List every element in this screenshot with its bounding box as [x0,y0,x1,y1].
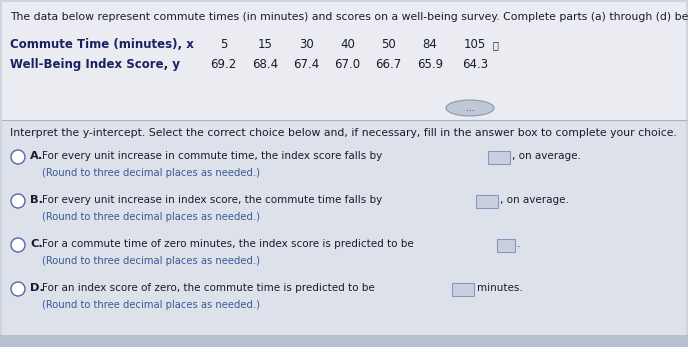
Text: 66.7: 66.7 [376,58,402,71]
Text: 67.0: 67.0 [334,58,361,71]
Text: (Round to three decimal places as needed.): (Round to three decimal places as needed… [42,300,260,310]
Text: ...: ... [466,103,474,112]
Text: 50: 50 [381,38,396,51]
Text: 5: 5 [220,38,227,51]
Circle shape [11,282,25,296]
Text: 105: 105 [464,38,486,51]
Text: C.: C. [30,239,43,249]
Bar [488,151,510,164]
Text: .: . [517,239,520,249]
Circle shape [11,238,25,252]
Text: For every unit increase in index score, the commute time falls by: For every unit increase in index score, … [42,195,383,205]
Text: Commute Time (minutes), x: Commute Time (minutes), x [10,38,194,51]
Text: D.: D. [30,283,44,293]
Text: 30: 30 [299,38,314,51]
Text: 68.4: 68.4 [252,58,278,71]
Text: , on average.: , on average. [512,151,581,161]
Text: 69.2: 69.2 [211,58,237,71]
Bar [2,120,686,345]
Text: For every unit increase in commute time, the index score falls by: For every unit increase in commute time,… [42,151,383,161]
Bar [476,195,498,208]
Circle shape [11,194,25,208]
Text: Well-Being Index Score, y: Well-Being Index Score, y [10,58,180,71]
Text: ·: · [303,35,306,45]
Bar [497,239,515,252]
Text: (Round to three decimal places as needed.): (Round to three decimal places as needed… [42,168,260,178]
Text: 65.9: 65.9 [417,58,443,71]
Text: The data below represent commute times (in minutes) and scores on a well-being s: The data below represent commute times (… [10,12,688,22]
Ellipse shape [446,100,494,116]
Text: ⎘: ⎘ [493,40,499,50]
Text: For an index score of zero, the commute time is predicted to be: For an index score of zero, the commute … [42,283,375,293]
Text: 64.3: 64.3 [462,58,488,71]
Text: 84: 84 [422,38,438,51]
Circle shape [11,150,25,164]
Bar [2,2,686,120]
Text: minutes.: minutes. [477,283,523,293]
Text: 40: 40 [340,38,355,51]
Bar [0,335,688,347]
Text: A.: A. [30,151,43,161]
Text: 67.4: 67.4 [293,58,319,71]
Text: , on average.: , on average. [500,195,569,205]
Text: 15: 15 [257,38,272,51]
Text: For a commute time of zero minutes, the index score is predicted to be: For a commute time of zero minutes, the … [42,239,413,249]
Text: (Round to three decimal places as needed.): (Round to three decimal places as needed… [42,212,260,222]
Text: B.: B. [30,195,43,205]
Text: Interpret the y-intercept. Select the correct choice below and, if necessary, fi: Interpret the y-intercept. Select the co… [10,128,677,138]
Text: (Round to three decimal places as needed.): (Round to three decimal places as needed… [42,256,260,266]
Bar [452,283,474,296]
